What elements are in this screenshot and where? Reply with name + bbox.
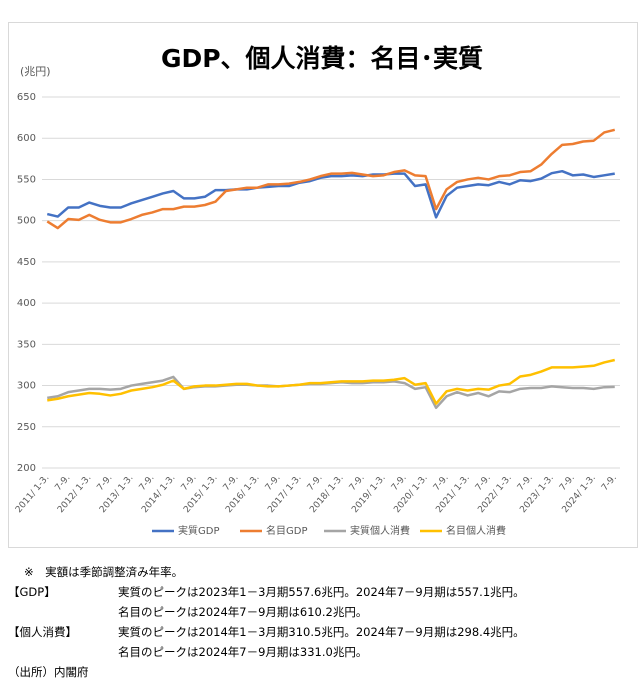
y-tick-label: 550 [17,174,36,185]
note-text: 名目のピークは2024年7－9月期は610.2兆円。 [118,605,368,619]
legend-label: 実質個人消費 [350,524,410,537]
note-row: 名目のピークは2024年7－9月期は610.2兆円。 [8,602,636,622]
chart-title: GDP、個人消費：名目･実質 [161,44,483,73]
series-line [46,169,615,219]
y-tick-label: 500 [17,216,36,227]
y-tick-label: 650 [17,92,36,103]
note-row: 【GDP】 実質のピークは2023年1－3月期557.6兆円。2024年7－9月期… [8,582,636,602]
y-tick-label: 400 [17,298,36,309]
series-line [47,358,616,405]
chart: GDP、個人消費：名目･実質 (兆円) 200 250 300 350 400 450 50… [8,22,638,548]
note-label: 【個人消費】 [8,625,77,639]
note-row: 名目のピークは2024年7－9月期は331.0兆円。 [8,642,636,662]
y-tick-label: 250 [17,422,36,433]
note-label: 【GDP】 [8,585,56,599]
y-tick-label: 300 [17,381,36,392]
series-line [46,128,616,230]
note-row: 【個人消費】 実質のピークは2014年1－3月期310.5兆円。2024年7－9月… [8,622,636,642]
note-row: ※ 実額は季節調整済み年率。 [8,562,636,582]
chart-frame [8,22,638,548]
y-tick-label: 600 [17,133,36,144]
y-tick-label: 450 [17,257,36,268]
legend-label: 名目GDP [266,524,307,537]
source: （出所）内閣府 [8,665,89,679]
note-text: 名目のピークは2024年7－9月期は331.0兆円。 [118,645,368,659]
legend-label: 実質GDP [178,524,219,537]
note-text: 実質のピークは2014年1－3月期310.5兆円。2024年7－9月期は298.… [118,625,525,639]
y-tick-label: 350 [17,339,36,350]
notes: ※ 実額は季節調整済み年率。【GDP】 実質のピークは2023年1－3月期557.… [8,562,636,682]
y-tick-label: 200 [17,463,36,474]
legend-label: 名目個人消費 [446,524,506,537]
note-text: 実質のピークは2023年1－3月期557.6兆円。2024年7－9月期は557.… [118,585,525,599]
note-row: （出所）内閣府 [8,662,636,682]
note: ※ 実額は季節調整済み年率。 [24,565,184,579]
y-axis-label: (兆円) [20,65,51,78]
